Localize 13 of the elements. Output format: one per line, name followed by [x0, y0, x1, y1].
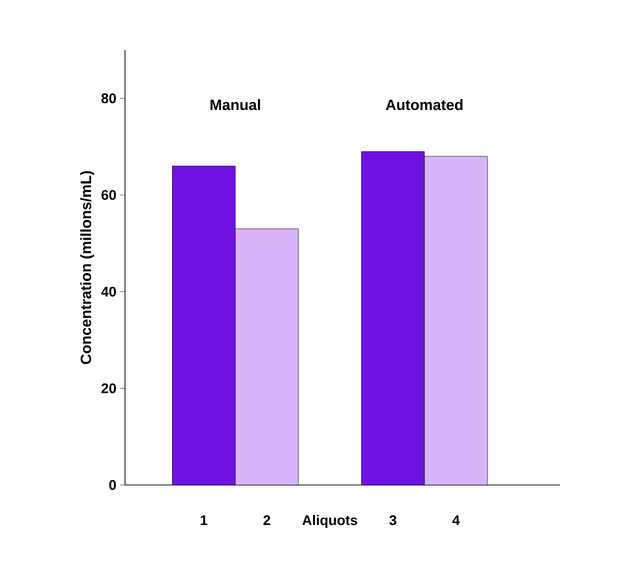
annotation: Manual [210, 99, 260, 110]
x-tick-label: 4 [452, 515, 460, 525]
x-tick-label: 1 [200, 515, 208, 525]
y-tick-label: 20 [101, 383, 116, 394]
y-tick-label: 40 [101, 286, 116, 297]
x-tick-label: 2 [263, 515, 270, 525]
annotation: Automated [386, 99, 462, 110]
y-tick-label: 60 [101, 190, 116, 200]
x-axis-title: Aliquots [302, 514, 358, 528]
y-tick-label: 0 [109, 480, 116, 490]
y-tick-label: 80 [101, 93, 116, 104]
x-tick-label: 3 [389, 515, 396, 526]
y-axis-title: Concentration (millons/mL) [80, 171, 94, 364]
